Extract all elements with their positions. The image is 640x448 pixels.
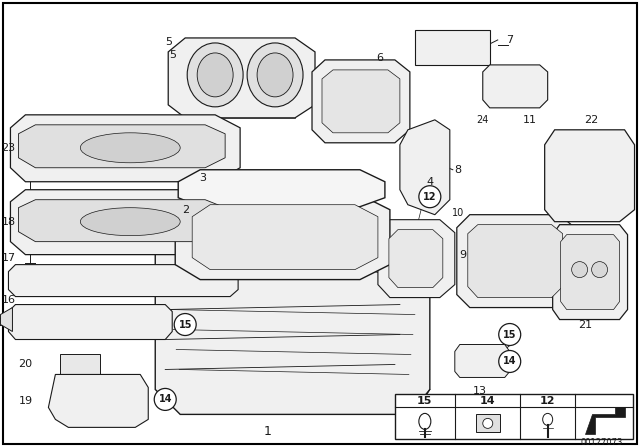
Polygon shape (561, 235, 620, 310)
Ellipse shape (591, 262, 607, 278)
Text: 13: 13 (473, 387, 487, 396)
Polygon shape (156, 215, 430, 414)
Text: 21: 21 (579, 319, 593, 330)
Text: 15: 15 (417, 396, 433, 406)
Text: 12: 12 (423, 192, 436, 202)
Polygon shape (378, 220, 455, 297)
Text: 8: 8 (454, 165, 461, 175)
Text: 22: 22 (584, 115, 599, 125)
Text: 1: 1 (264, 425, 272, 438)
Circle shape (499, 350, 521, 372)
Ellipse shape (483, 418, 493, 428)
Polygon shape (175, 195, 390, 280)
Bar (395, 394, 632, 439)
Polygon shape (545, 130, 634, 222)
Polygon shape (1, 308, 12, 332)
Ellipse shape (197, 53, 233, 97)
Polygon shape (180, 232, 410, 280)
Text: 18: 18 (1, 217, 15, 227)
Polygon shape (19, 200, 225, 241)
Text: 19: 19 (19, 396, 33, 406)
Text: 23: 23 (1, 143, 15, 153)
Text: 2: 2 (182, 205, 189, 215)
Text: 14: 14 (480, 396, 495, 406)
Text: 16: 16 (1, 295, 15, 305)
Ellipse shape (81, 208, 180, 236)
Text: 14: 14 (503, 357, 516, 366)
Polygon shape (10, 115, 240, 182)
Polygon shape (389, 230, 443, 288)
Polygon shape (8, 265, 238, 297)
Text: 14: 14 (159, 394, 172, 405)
Polygon shape (178, 170, 385, 207)
Polygon shape (322, 70, 400, 133)
Polygon shape (468, 225, 563, 297)
Text: 5: 5 (169, 50, 176, 60)
Polygon shape (312, 60, 410, 143)
Ellipse shape (257, 53, 293, 97)
Text: 00127073: 00127073 (580, 438, 623, 447)
Ellipse shape (572, 262, 588, 278)
Polygon shape (455, 345, 509, 378)
Polygon shape (483, 65, 548, 108)
Circle shape (499, 323, 521, 345)
Polygon shape (415, 30, 490, 65)
Text: 4: 4 (426, 177, 433, 187)
Text: 12: 12 (540, 396, 556, 406)
Circle shape (174, 314, 196, 336)
Text: 6: 6 (376, 53, 383, 63)
Bar (476, 414, 500, 432)
Ellipse shape (247, 43, 303, 107)
Polygon shape (10, 190, 240, 254)
Text: 7: 7 (506, 35, 513, 45)
Circle shape (419, 186, 441, 208)
Polygon shape (457, 215, 575, 308)
Text: 15: 15 (179, 319, 192, 330)
Polygon shape (553, 225, 628, 319)
Polygon shape (168, 38, 315, 118)
Polygon shape (192, 205, 378, 270)
Circle shape (154, 388, 176, 410)
Text: 24: 24 (477, 115, 489, 125)
Text: 15: 15 (503, 330, 516, 340)
Bar (60, 354, 100, 376)
Text: 17: 17 (1, 253, 15, 263)
Polygon shape (584, 407, 625, 435)
Ellipse shape (81, 133, 180, 163)
Polygon shape (8, 305, 172, 340)
Polygon shape (49, 375, 148, 427)
Polygon shape (19, 125, 225, 168)
Polygon shape (400, 120, 450, 215)
Text: 20: 20 (19, 359, 33, 370)
Text: 5: 5 (164, 37, 172, 47)
Text: 3: 3 (200, 173, 207, 183)
Ellipse shape (187, 43, 243, 107)
Text: 9: 9 (460, 250, 467, 260)
Text: 11: 11 (523, 115, 537, 125)
Text: 10: 10 (452, 208, 464, 218)
